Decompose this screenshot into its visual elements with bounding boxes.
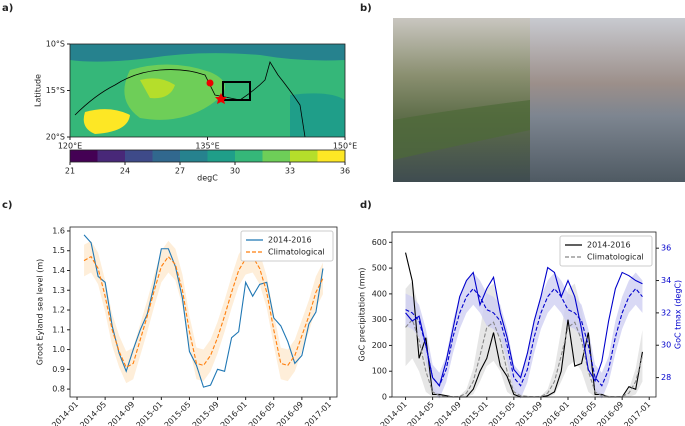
colorbar-bin bbox=[317, 150, 346, 162]
x-tick-label: 2015-01 bbox=[135, 400, 165, 426]
colorbar-bin bbox=[152, 150, 181, 162]
error-band bbox=[84, 240, 323, 384]
colorbar-frame bbox=[69, 149, 346, 163]
y-tick-label: 10°S bbox=[46, 40, 65, 49]
photo bbox=[393, 18, 685, 182]
x-tick-label: 2016-09 bbox=[275, 400, 305, 426]
y-axis-label: GoC precipitation (mm) bbox=[358, 268, 367, 362]
legend-frame bbox=[240, 230, 334, 262]
y-tick-label: 100 bbox=[372, 367, 387, 376]
error-band bbox=[405, 272, 643, 399]
colorbar-bin bbox=[97, 150, 126, 162]
y-tick-label: 20°S bbox=[46, 133, 65, 142]
y-tick-label: 15°S bbox=[46, 86, 65, 95]
y-tick-label: 1.5 bbox=[52, 246, 65, 255]
colorbar-bin bbox=[70, 150, 98, 162]
colorbar-tick-label: 33 bbox=[285, 167, 295, 176]
x-tick-label: 2016-01 bbox=[219, 400, 249, 426]
y-tick-label: 1.0 bbox=[52, 345, 65, 354]
y-tick-label: 600 bbox=[372, 238, 387, 247]
y2-tick-label: 28 bbox=[661, 373, 671, 382]
x-tick-label: 2016-05 bbox=[247, 400, 277, 426]
error-band bbox=[405, 280, 643, 398]
map-field bbox=[69, 43, 346, 138]
colorbar-bin bbox=[262, 150, 291, 162]
y-tick-label: 300 bbox=[372, 315, 387, 324]
x-tick-label: 2015-01 bbox=[460, 400, 490, 426]
y-tick-label: 400 bbox=[372, 289, 387, 298]
y-tick-label: 0.8 bbox=[52, 385, 65, 394]
colorbar-label: degC bbox=[197, 174, 218, 183]
x-tick-label: 2017-01 bbox=[303, 400, 333, 426]
colorbar-bin bbox=[207, 150, 236, 162]
x-tick-label: 2015-09 bbox=[514, 400, 544, 426]
x-tick-label: 2015-05 bbox=[487, 400, 517, 426]
legend-frame bbox=[559, 235, 653, 267]
series-line bbox=[405, 318, 643, 398]
panel-label: a) bbox=[2, 3, 13, 14]
x-tick-label: 2014-05 bbox=[78, 400, 108, 426]
colorbar-bin bbox=[290, 150, 318, 162]
x-tick-label: 2014-09 bbox=[433, 400, 463, 426]
y-tick-label: 500 bbox=[372, 264, 387, 273]
y-tick-label: 1.6 bbox=[52, 226, 65, 235]
x-tick-label: 2014-05 bbox=[406, 400, 436, 426]
x-tick-label: 135°E bbox=[195, 142, 219, 151]
x-tick-label: 2015-05 bbox=[163, 400, 193, 426]
series-line bbox=[83, 234, 324, 388]
panel-label: c) bbox=[2, 200, 13, 211]
series-line bbox=[405, 266, 643, 387]
x-tick-label: 2016-09 bbox=[595, 400, 625, 426]
x-tick-label: 2015-09 bbox=[191, 400, 221, 426]
y-tick-label: 200 bbox=[372, 341, 387, 350]
y-tick-label: 1.3 bbox=[52, 286, 65, 295]
x-tick-label: 2017-01 bbox=[622, 400, 652, 426]
x-tick-label: 2014-09 bbox=[106, 400, 136, 426]
colorbar-bin bbox=[125, 150, 153, 162]
y2-tick-label: 34 bbox=[661, 276, 671, 285]
panel-label: d) bbox=[360, 200, 372, 211]
plot-frame bbox=[391, 231, 657, 398]
colorbar-tick-label: 24 bbox=[120, 167, 130, 176]
legend-label: 2014-2016 bbox=[268, 236, 312, 245]
x-tick-label: 2016-01 bbox=[541, 400, 571, 426]
legend-label: 2014-2016 bbox=[587, 241, 631, 250]
y2-tick-label: 36 bbox=[661, 244, 671, 253]
colorbar-tick-label: 30 bbox=[230, 167, 240, 176]
x-tick-label: 150°E bbox=[333, 142, 357, 151]
x-tick-label: 2014-01 bbox=[50, 400, 80, 426]
y2-tick-label: 30 bbox=[661, 341, 671, 350]
panel-label: b) bbox=[360, 3, 372, 14]
y2-axis-label: GoC tmax (degC) bbox=[674, 280, 683, 349]
plot-frame bbox=[69, 226, 338, 398]
colorbar-tick-label: 36 bbox=[340, 167, 350, 176]
x-tick-label: 120°E bbox=[58, 142, 82, 151]
y2-tick-label: 32 bbox=[661, 308, 671, 317]
legend-label: Climatological bbox=[587, 253, 644, 262]
x-tick-label: 2014-01 bbox=[379, 400, 409, 426]
y-tick-label: 0.9 bbox=[52, 365, 65, 374]
x-tick-label: 2016-05 bbox=[568, 400, 598, 426]
colorbar-tick-label: 27 bbox=[175, 167, 185, 176]
series-line bbox=[83, 255, 324, 369]
y-tick-label: 0 bbox=[382, 393, 387, 402]
y-tick-label: 1.4 bbox=[52, 266, 65, 275]
colorbar-bin bbox=[235, 150, 263, 162]
y-tick-label: 1.2 bbox=[52, 306, 65, 315]
y-axis-label: Groot Eyland sea level (m) bbox=[36, 259, 45, 366]
colorbar-tick-label: 21 bbox=[65, 167, 75, 176]
colorbar-bin bbox=[180, 150, 208, 162]
legend-label: Climatological bbox=[268, 248, 325, 257]
y-axis-label: Latitude bbox=[34, 74, 43, 107]
y-tick-label: 1.1 bbox=[52, 325, 65, 334]
